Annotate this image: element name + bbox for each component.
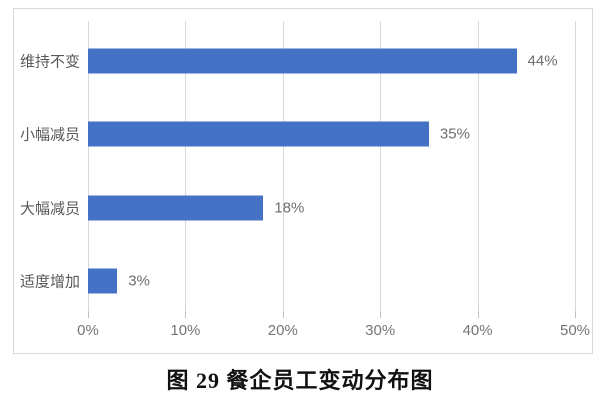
figure-caption: 图 29 餐企员工变动分布图 (166, 368, 434, 393)
x-axis-tick-label: 50% (559, 322, 591, 339)
axis-tick-mark (575, 311, 576, 318)
bar-value-label: 18% (274, 199, 305, 217)
category-label: 适度增加 (19, 273, 80, 291)
bar (88, 195, 264, 221)
gridline (380, 21, 382, 311)
axis-tick-mark (477, 311, 479, 318)
bar (88, 121, 429, 147)
gridline (477, 21, 479, 311)
category-label: 小幅减员 (19, 126, 80, 144)
gridline (185, 21, 187, 311)
bar (88, 48, 517, 74)
x-axis-tick-label: 0% (77, 322, 99, 339)
gridline (282, 21, 284, 311)
bar-value-label: 44% (527, 52, 558, 70)
axis-tick-mark (88, 311, 89, 318)
axis-tick-mark (282, 311, 284, 318)
bar-value-label: 3% (128, 272, 150, 290)
x-axis-tick-label: 20% (267, 322, 298, 339)
category-label: 大幅减员 (19, 200, 80, 218)
category-label: 维持不变 (19, 53, 80, 71)
gridline (575, 21, 576, 311)
plot-area: 0% 10% 20% 30% 40% 50% 维持不变 44% 小幅减员 35% 大幅减员 18% 适度… (14, 9, 592, 353)
axis-tick-mark (185, 311, 187, 318)
gridline (88, 21, 89, 311)
chart-area: 0% 10% 20% 30% 40% 50% 维持不变 44% 小幅减员 35% 大幅减员 18% 适度… (13, 8, 593, 354)
axis-tick-mark (380, 311, 382, 318)
bar (88, 268, 118, 294)
x-axis-tick-label: 30% (365, 322, 396, 339)
bar-value-label: 35% (439, 125, 470, 143)
x-axis-tick-label: 40% (462, 322, 493, 339)
x-axis-tick-label: 10% (170, 322, 201, 339)
